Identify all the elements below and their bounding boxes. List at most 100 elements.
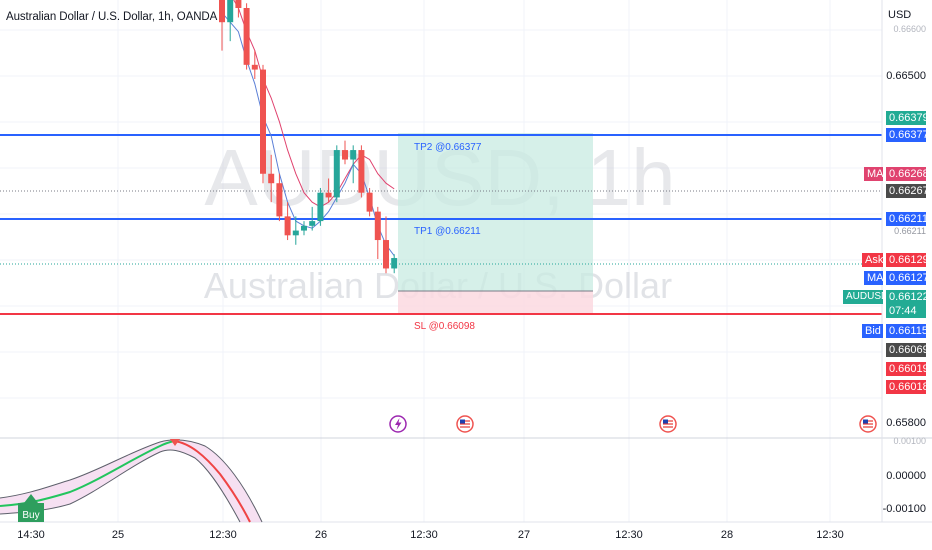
candle-bearish [276, 173, 283, 222]
tp2-label: TP2 @0.66377 [414, 142, 482, 153]
candle-bearish [235, 0, 242, 18]
price-tick: 0.66500 [886, 70, 926, 82]
candle-bearish [358, 145, 365, 198]
time-tick: 12:30 [209, 529, 237, 541]
candle-bearish [268, 154, 275, 203]
candle-bullish [227, 0, 234, 42]
candle-bearish [284, 202, 291, 241]
stop-loss-zone[interactable] [398, 291, 593, 313]
candle-body [268, 173, 275, 184]
candle-bearish [260, 64, 266, 184]
candle-bearish [366, 187, 373, 217]
oscillator-tick: 0.00000 [886, 470, 926, 482]
buy-signal-marker[interactable]: Buy [18, 494, 44, 522]
candle-bearish [243, 3, 250, 70]
candle-bearish [251, 50, 258, 80]
time-tick: 28 [720, 529, 734, 541]
oscillator-line-red [173, 440, 251, 523]
moving-average-fast [221, 12, 395, 257]
candle-body [358, 150, 365, 193]
candle-body [251, 64, 258, 70]
candle-body [317, 192, 324, 222]
ma-price-tag: 0.66127 [886, 271, 929, 285]
price-tick-partial: 0.66600 [893, 24, 926, 34]
oscillator-tick-partial: 0.00100 [893, 436, 926, 446]
candle-body [235, 0, 242, 8]
time-tick: 27 [517, 529, 531, 541]
time-tick: 25 [111, 529, 125, 541]
oscillator-line-green [0, 440, 175, 507]
oscillator-tick: -0.00100 [882, 503, 926, 515]
ma-label-tag: MA [864, 271, 884, 285]
oscillator-lower-band [0, 449, 241, 523]
candle-bearish [383, 216, 389, 274]
ma-price-tag: 0.66268 [886, 167, 929, 181]
tp2-price-tag: 0.66379 [886, 111, 929, 125]
tp1-label: TP1 @0.66211 [414, 226, 481, 237]
us-flag-icon[interactable] [456, 415, 474, 433]
candle-bearish [325, 178, 332, 203]
sl-price-tag: 0.66018 [886, 380, 929, 394]
sell-signal-marker[interactable] [170, 439, 180, 446]
oscillator-band-fill [0, 439, 262, 522]
oscillator-upper-band [0, 439, 263, 523]
lightning-icon[interactable] [389, 415, 407, 433]
candle-body [219, 0, 225, 23]
ma-label-tag: MA [864, 167, 884, 181]
time-tick: 12:30 [410, 529, 438, 541]
tp2-line-tag: 0.66377 [886, 128, 929, 142]
candle-bearish [374, 206, 381, 259]
candle-bullish [333, 145, 340, 203]
candlestick-series [219, 0, 398, 274]
time-tick: 26 [314, 529, 328, 541]
candle-bullish [391, 254, 398, 274]
oscillator-pane[interactable]: Buy [0, 439, 263, 523]
candle-bullish [317, 187, 324, 226]
buy-signal-label: Buy [22, 510, 39, 521]
ask-label-tag: Ask [862, 253, 883, 267]
candle-body [243, 8, 250, 65]
candle-bullish [350, 145, 357, 184]
moving-average-slow [233, 0, 395, 208]
dotted-price-tag: 0.66267 [886, 184, 929, 198]
bid-label-tag: Bid [862, 324, 883, 338]
bid-price-tag: 0.66115 [886, 324, 928, 338]
candle-body [292, 230, 299, 236]
time-tick: 12:30 [816, 529, 844, 541]
price-tick-partial: 0.66211 [894, 226, 926, 236]
candle-body [227, 0, 234, 23]
candle-body [342, 150, 348, 160]
candle-bullish [301, 221, 307, 236]
symbol-label-tag: AUDUSD [843, 290, 888, 304]
sl-label: SL @0.66098 [414, 321, 475, 332]
last-price-tag: 0.66122 [886, 290, 929, 304]
time-tick: 14:30 [17, 529, 45, 541]
take-profit-zone[interactable] [398, 133, 593, 291]
time-tick: 12:30 [615, 529, 643, 541]
price-tick: 0.65800 [886, 417, 926, 429]
candle-body [309, 221, 316, 226]
bar-countdown-tag: 07:44 [886, 304, 926, 318]
candle-body [276, 183, 283, 217]
candle-body [260, 69, 266, 174]
ask-price-tag: 0.66129 [886, 253, 929, 267]
symbol-title[interactable]: Australian Dollar / U.S. Dollar, 1h, OAN… [6, 11, 218, 23]
candle-body [325, 192, 332, 198]
candle-body [383, 240, 389, 269]
candle-bearish [342, 140, 348, 165]
candle-bearish [219, 0, 225, 51]
candle-bullish [292, 216, 299, 245]
sl-price-tag: 0.66019 [886, 362, 929, 376]
candle-body [391, 258, 398, 269]
tp1-line-tag: 0.66211 [886, 212, 928, 226]
candle-body [333, 150, 340, 198]
candle-body [284, 216, 291, 236]
candle-body [366, 192, 373, 212]
currency-label[interactable]: USD [888, 9, 912, 21]
low-price-tag: 0.66069 [886, 343, 929, 357]
us-flag-icon[interactable] [659, 415, 677, 433]
candle-bullish [309, 206, 316, 231]
candle-body [350, 150, 357, 160]
us-flag-icon[interactable] [859, 415, 877, 433]
